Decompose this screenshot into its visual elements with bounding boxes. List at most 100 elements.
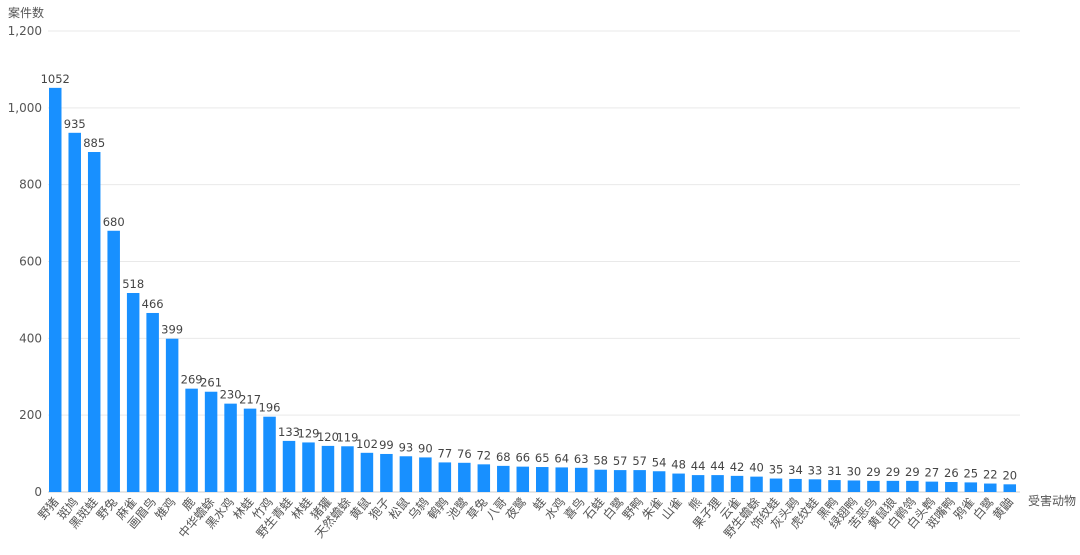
data-label: 29 [866,465,881,479]
bar [613,470,627,492]
data-label: 120 [317,430,339,444]
data-label: 466 [142,297,164,311]
bar [204,391,218,492]
y-tick-label: 0 [34,485,42,499]
bar [107,230,120,492]
bar [126,293,140,492]
bar [594,469,607,492]
data-label: 30 [847,464,862,478]
bar [886,480,900,492]
data-label: 58 [593,454,608,468]
bar [691,475,705,492]
category-label: 狍子 [366,494,393,522]
bar [906,480,919,492]
bars [49,87,1017,493]
bar [867,480,880,492]
data-label: 518 [122,277,144,291]
bar [497,465,510,492]
data-label: 77 [438,446,453,460]
data-label: 33 [808,463,823,477]
data-label: 35 [769,463,784,477]
bar [87,152,101,492]
bar [68,132,81,492]
data-label: 885 [83,136,105,150]
data-label: 217 [239,393,261,407]
data-label: 399 [161,323,183,337]
data-label: 26 [944,466,959,480]
category-label: 乌鸫 [405,494,432,522]
bar [730,475,744,492]
bar [243,408,257,492]
bar [808,479,822,492]
category-label: 喜鸟 [561,494,588,522]
data-label: 40 [749,461,764,475]
bar [49,87,62,493]
bar [399,456,413,492]
bar [302,442,315,492]
bar [477,464,491,492]
data-label: 68 [496,450,511,464]
data-label: 1052 [41,72,70,86]
data-label: 76 [457,447,472,461]
data-label: 133 [278,425,300,439]
bar [146,312,159,492]
bar [165,338,179,492]
y-tick-label: 1,200 [8,24,42,38]
bar [711,475,724,492]
bar [380,453,393,492]
bar [769,478,783,492]
data-label: 48 [671,458,686,472]
bar [516,466,530,492]
data-label: 65 [535,451,550,465]
data-label: 269 [181,373,203,387]
bar [224,403,237,492]
data-label: 29 [886,465,901,479]
data-label: 42 [730,460,745,474]
category-label: 野兔 [93,494,120,522]
y-tick-label: 400 [19,331,42,345]
bar [321,445,335,492]
y-tick-label: 1,000 [8,101,42,115]
bar [536,467,549,492]
category-label: 雉鸡 [152,494,179,522]
bar [750,476,763,492]
data-label: 66 [515,451,530,465]
data-label: 57 [613,454,628,468]
data-label: 230 [220,388,242,402]
data-label: 57 [632,454,647,468]
bar [925,481,939,492]
bar [438,462,452,492]
category-label: 水鸡 [541,494,568,522]
data-label: 935 [64,117,86,131]
data-label: 680 [103,215,125,229]
data-label: 99 [379,438,394,452]
x-axis-title: 受害动物 [1028,493,1076,508]
category-label: 鹌鹑 [424,494,451,522]
category-label: 山雀 [659,495,685,522]
y-tick-label: 600 [19,255,42,269]
data-label: 25 [963,466,978,480]
category-label: 草兔 [463,494,490,522]
data-label: 44 [710,459,725,473]
bar [633,470,646,492]
category-label: 夜鹭 [502,494,529,522]
bar [847,480,861,492]
category-label: 白鹭 [970,494,997,522]
bar [652,471,666,492]
bar [945,482,958,492]
bar [419,457,432,492]
category-label: 鸦雀 [950,494,977,522]
bar [263,416,276,492]
bar [574,467,588,492]
bar [360,452,374,492]
data-label: 63 [574,452,589,466]
bar [984,483,997,492]
data-label: 31 [827,464,842,478]
category-label: 白鹭 [600,494,627,522]
category-label: 黄鼬 [989,494,1016,522]
bar [1003,484,1017,492]
